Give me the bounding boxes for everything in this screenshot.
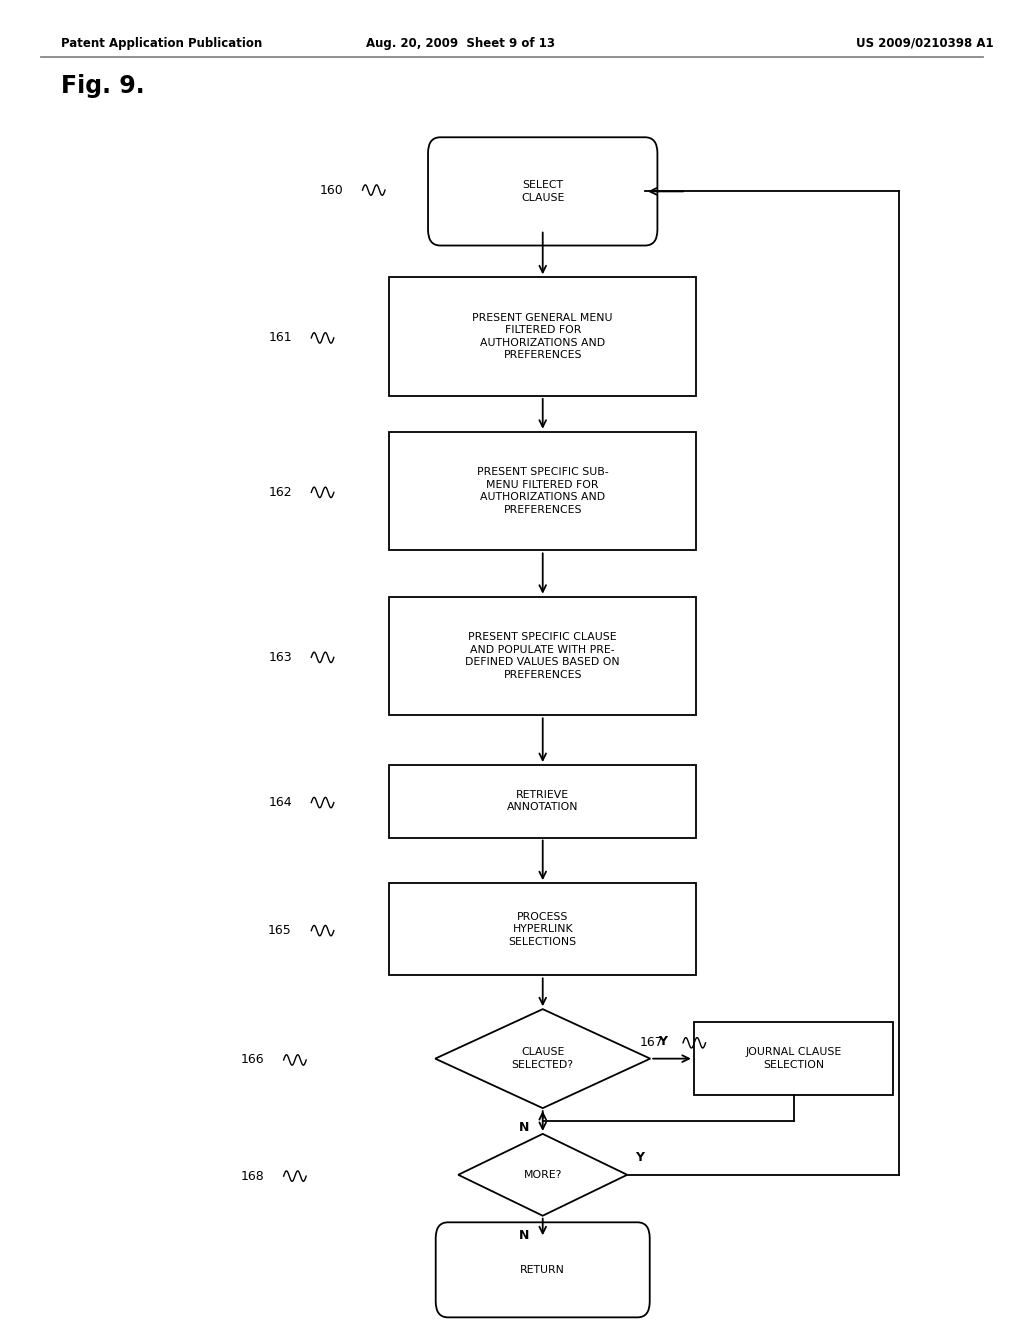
Text: N: N bbox=[519, 1122, 529, 1134]
Text: Patent Application Publication: Patent Application Publication bbox=[61, 37, 263, 50]
Bar bbox=[694, 1022, 893, 1096]
Bar bbox=[389, 883, 696, 975]
Text: 166: 166 bbox=[241, 1053, 264, 1067]
Text: Aug. 20, 2009  Sheet 9 of 13: Aug. 20, 2009 Sheet 9 of 13 bbox=[367, 37, 555, 50]
Bar bbox=[389, 766, 696, 838]
Text: Fig. 9.: Fig. 9. bbox=[61, 74, 145, 98]
Text: 164: 164 bbox=[268, 796, 292, 809]
FancyBboxPatch shape bbox=[436, 1222, 649, 1317]
Text: Y: Y bbox=[658, 1035, 668, 1048]
Text: PRESENT SPECIFIC CLAUSE
AND POPULATE WITH PRE-
DEFINED VALUES BASED ON
PREFERENC: PRESENT SPECIFIC CLAUSE AND POPULATE WIT… bbox=[465, 632, 621, 680]
Text: PRESENT GENERAL MENU
FILTERED FOR
AUTHORIZATIONS AND
PREFERENCES: PRESENT GENERAL MENU FILTERED FOR AUTHOR… bbox=[472, 313, 613, 360]
Text: 160: 160 bbox=[319, 183, 343, 197]
Polygon shape bbox=[459, 1134, 627, 1216]
Text: 162: 162 bbox=[268, 486, 292, 499]
Bar bbox=[389, 432, 696, 550]
Text: PRESENT SPECIFIC SUB-
MENU FILTERED FOR
AUTHORIZATIONS AND
PREFERENCES: PRESENT SPECIFIC SUB- MENU FILTERED FOR … bbox=[477, 467, 608, 515]
Bar bbox=[389, 597, 696, 715]
Text: RETRIEVE
ANNOTATION: RETRIEVE ANNOTATION bbox=[507, 791, 579, 812]
Text: US 2009/0210398 A1: US 2009/0210398 A1 bbox=[856, 37, 993, 50]
Polygon shape bbox=[435, 1008, 650, 1109]
Text: 165: 165 bbox=[268, 924, 292, 937]
Text: JOURNAL CLAUSE
SELECTION: JOURNAL CLAUSE SELECTION bbox=[745, 1048, 842, 1069]
Text: 168: 168 bbox=[241, 1170, 264, 1183]
Text: Y: Y bbox=[635, 1151, 644, 1164]
Text: N: N bbox=[519, 1229, 529, 1242]
Text: 161: 161 bbox=[268, 331, 292, 345]
Text: CLAUSE
SELECTED?: CLAUSE SELECTED? bbox=[512, 1048, 573, 1069]
Text: RETURN: RETURN bbox=[520, 1265, 565, 1275]
FancyBboxPatch shape bbox=[428, 137, 657, 246]
Text: 167: 167 bbox=[640, 1036, 664, 1049]
Text: PROCESS
HYPERLINK
SELECTIONS: PROCESS HYPERLINK SELECTIONS bbox=[509, 912, 577, 946]
Text: 163: 163 bbox=[268, 651, 292, 664]
Text: SELECT
CLAUSE: SELECT CLAUSE bbox=[521, 181, 564, 202]
Text: MORE?: MORE? bbox=[523, 1170, 562, 1180]
Bar bbox=[389, 277, 696, 396]
